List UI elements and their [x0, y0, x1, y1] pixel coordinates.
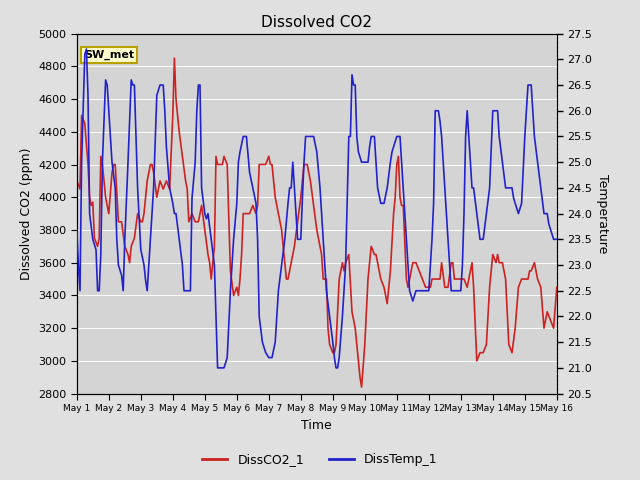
Title: Dissolved CO2: Dissolved CO2 — [261, 15, 372, 30]
Legend: DissCO2_1, DissTemp_1: DissCO2_1, DissTemp_1 — [197, 448, 443, 471]
X-axis label: Time: Time — [301, 419, 332, 432]
Y-axis label: Dissolved CO2 (ppm): Dissolved CO2 (ppm) — [20, 147, 33, 280]
Text: SW_met: SW_met — [84, 50, 134, 60]
Y-axis label: Temperature: Temperature — [596, 174, 609, 253]
